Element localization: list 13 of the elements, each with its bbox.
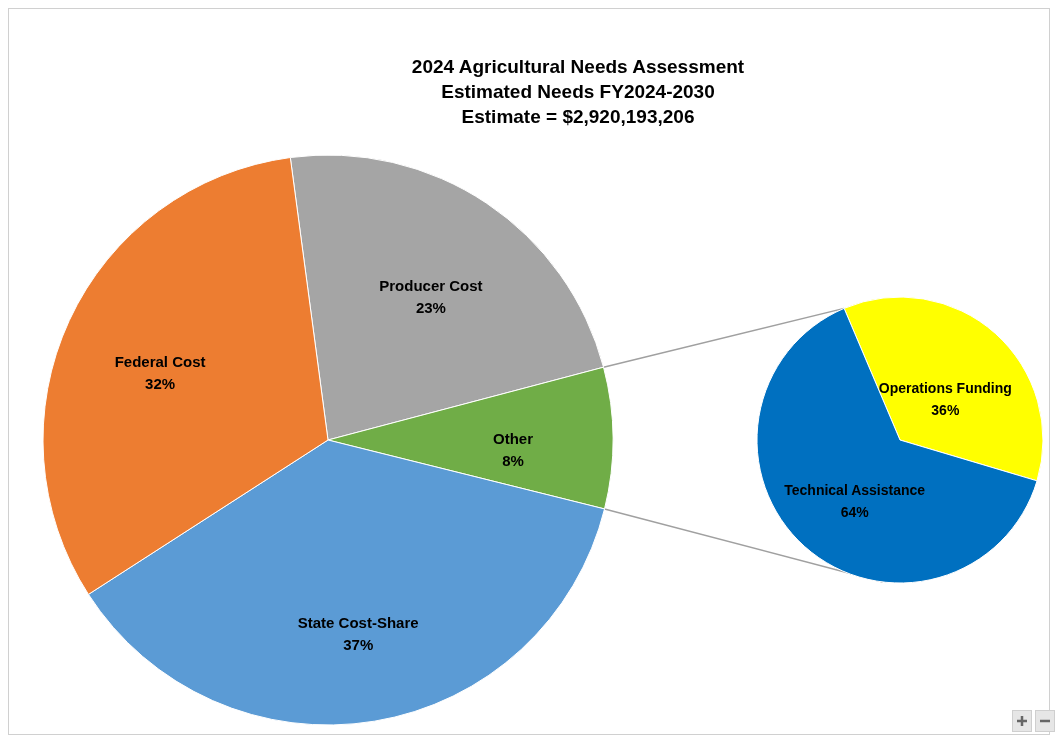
chart-title: 2024 Agricultural Needs Assessment Estimated Needs FY2024-2030 Estimate = $2,920,193,206 <box>410 55 746 129</box>
data-label: 8% <box>502 451 524 469</box>
slice-label: Producer Cost <box>379 277 483 295</box>
data-label: 36% <box>931 402 960 419</box>
data-label: 32% <box>145 375 176 393</box>
slice-label: Operations Funding <box>878 380 1012 397</box>
slice-label: Other <box>492 429 534 447</box>
slice-label: State Cost-Share <box>297 613 419 631</box>
slice-label: Technical Assistance <box>784 481 926 498</box>
data-label: 37% <box>343 635 374 653</box>
data-label: 64% <box>840 503 870 520</box>
slice-label: Federal Cost <box>114 353 206 371</box>
data-label: 23% <box>415 299 446 317</box>
